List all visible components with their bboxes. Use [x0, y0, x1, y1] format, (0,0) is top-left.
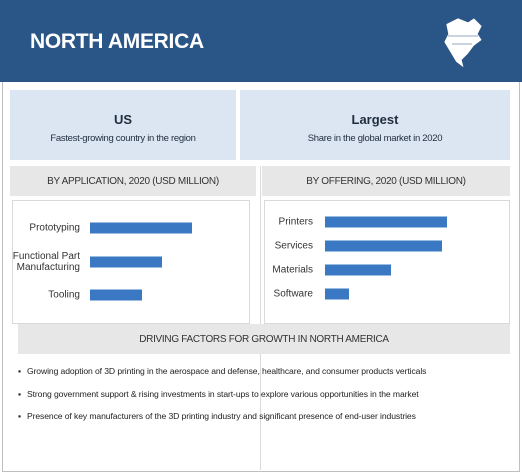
highlight-title: US — [113, 112, 133, 127]
highlight-subtitle: Share in the global market in 2020 — [307, 133, 443, 144]
category-label: Software — [273, 288, 313, 300]
bar — [90, 256, 162, 268]
category-label: Services — [274, 240, 313, 252]
category-label: Printers — [278, 216, 313, 228]
driver-item: Growing adoption of 3D printing in the a… — [18, 366, 426, 376]
bar — [90, 222, 192, 234]
map-icon — [443, 17, 483, 69]
category-label: Tooling — [48, 289, 80, 301]
chart-title: BY OFFERING, 2020 (USD MILLION) — [262, 166, 510, 196]
chart-title: BY APPLICATION, 2020 (USD MILLION) — [10, 166, 256, 196]
category-label: Prototyping — [29, 222, 80, 234]
divider — [260, 166, 261, 470]
driver-item: Presence of key manufacturers of the 3D … — [18, 411, 416, 421]
bar — [325, 264, 391, 276]
header-title: NORTH AMERICA — [30, 30, 204, 53]
driver-item: Strong government support & rising inves… — [18, 389, 419, 399]
bar — [325, 216, 447, 228]
bar — [90, 289, 142, 301]
highlight-card: US Fastest-growing country in the region — [10, 90, 236, 160]
highlight-card: Largest Share in the global market in 20… — [240, 90, 510, 160]
bar — [325, 288, 349, 300]
highlight-subtitle: Fastest-growing country in the region — [50, 133, 196, 144]
category-label: Materials — [272, 264, 313, 276]
category-label: Functional Part Manufacturing — [12, 251, 80, 273]
highlight-title: Largest — [351, 112, 399, 127]
frame — [2, 82, 520, 472]
header — [0, 0, 522, 82]
drivers-title: DRIVING FACTORS FOR GROWTH IN NORTH AMER… — [18, 324, 510, 354]
bar — [325, 240, 442, 252]
